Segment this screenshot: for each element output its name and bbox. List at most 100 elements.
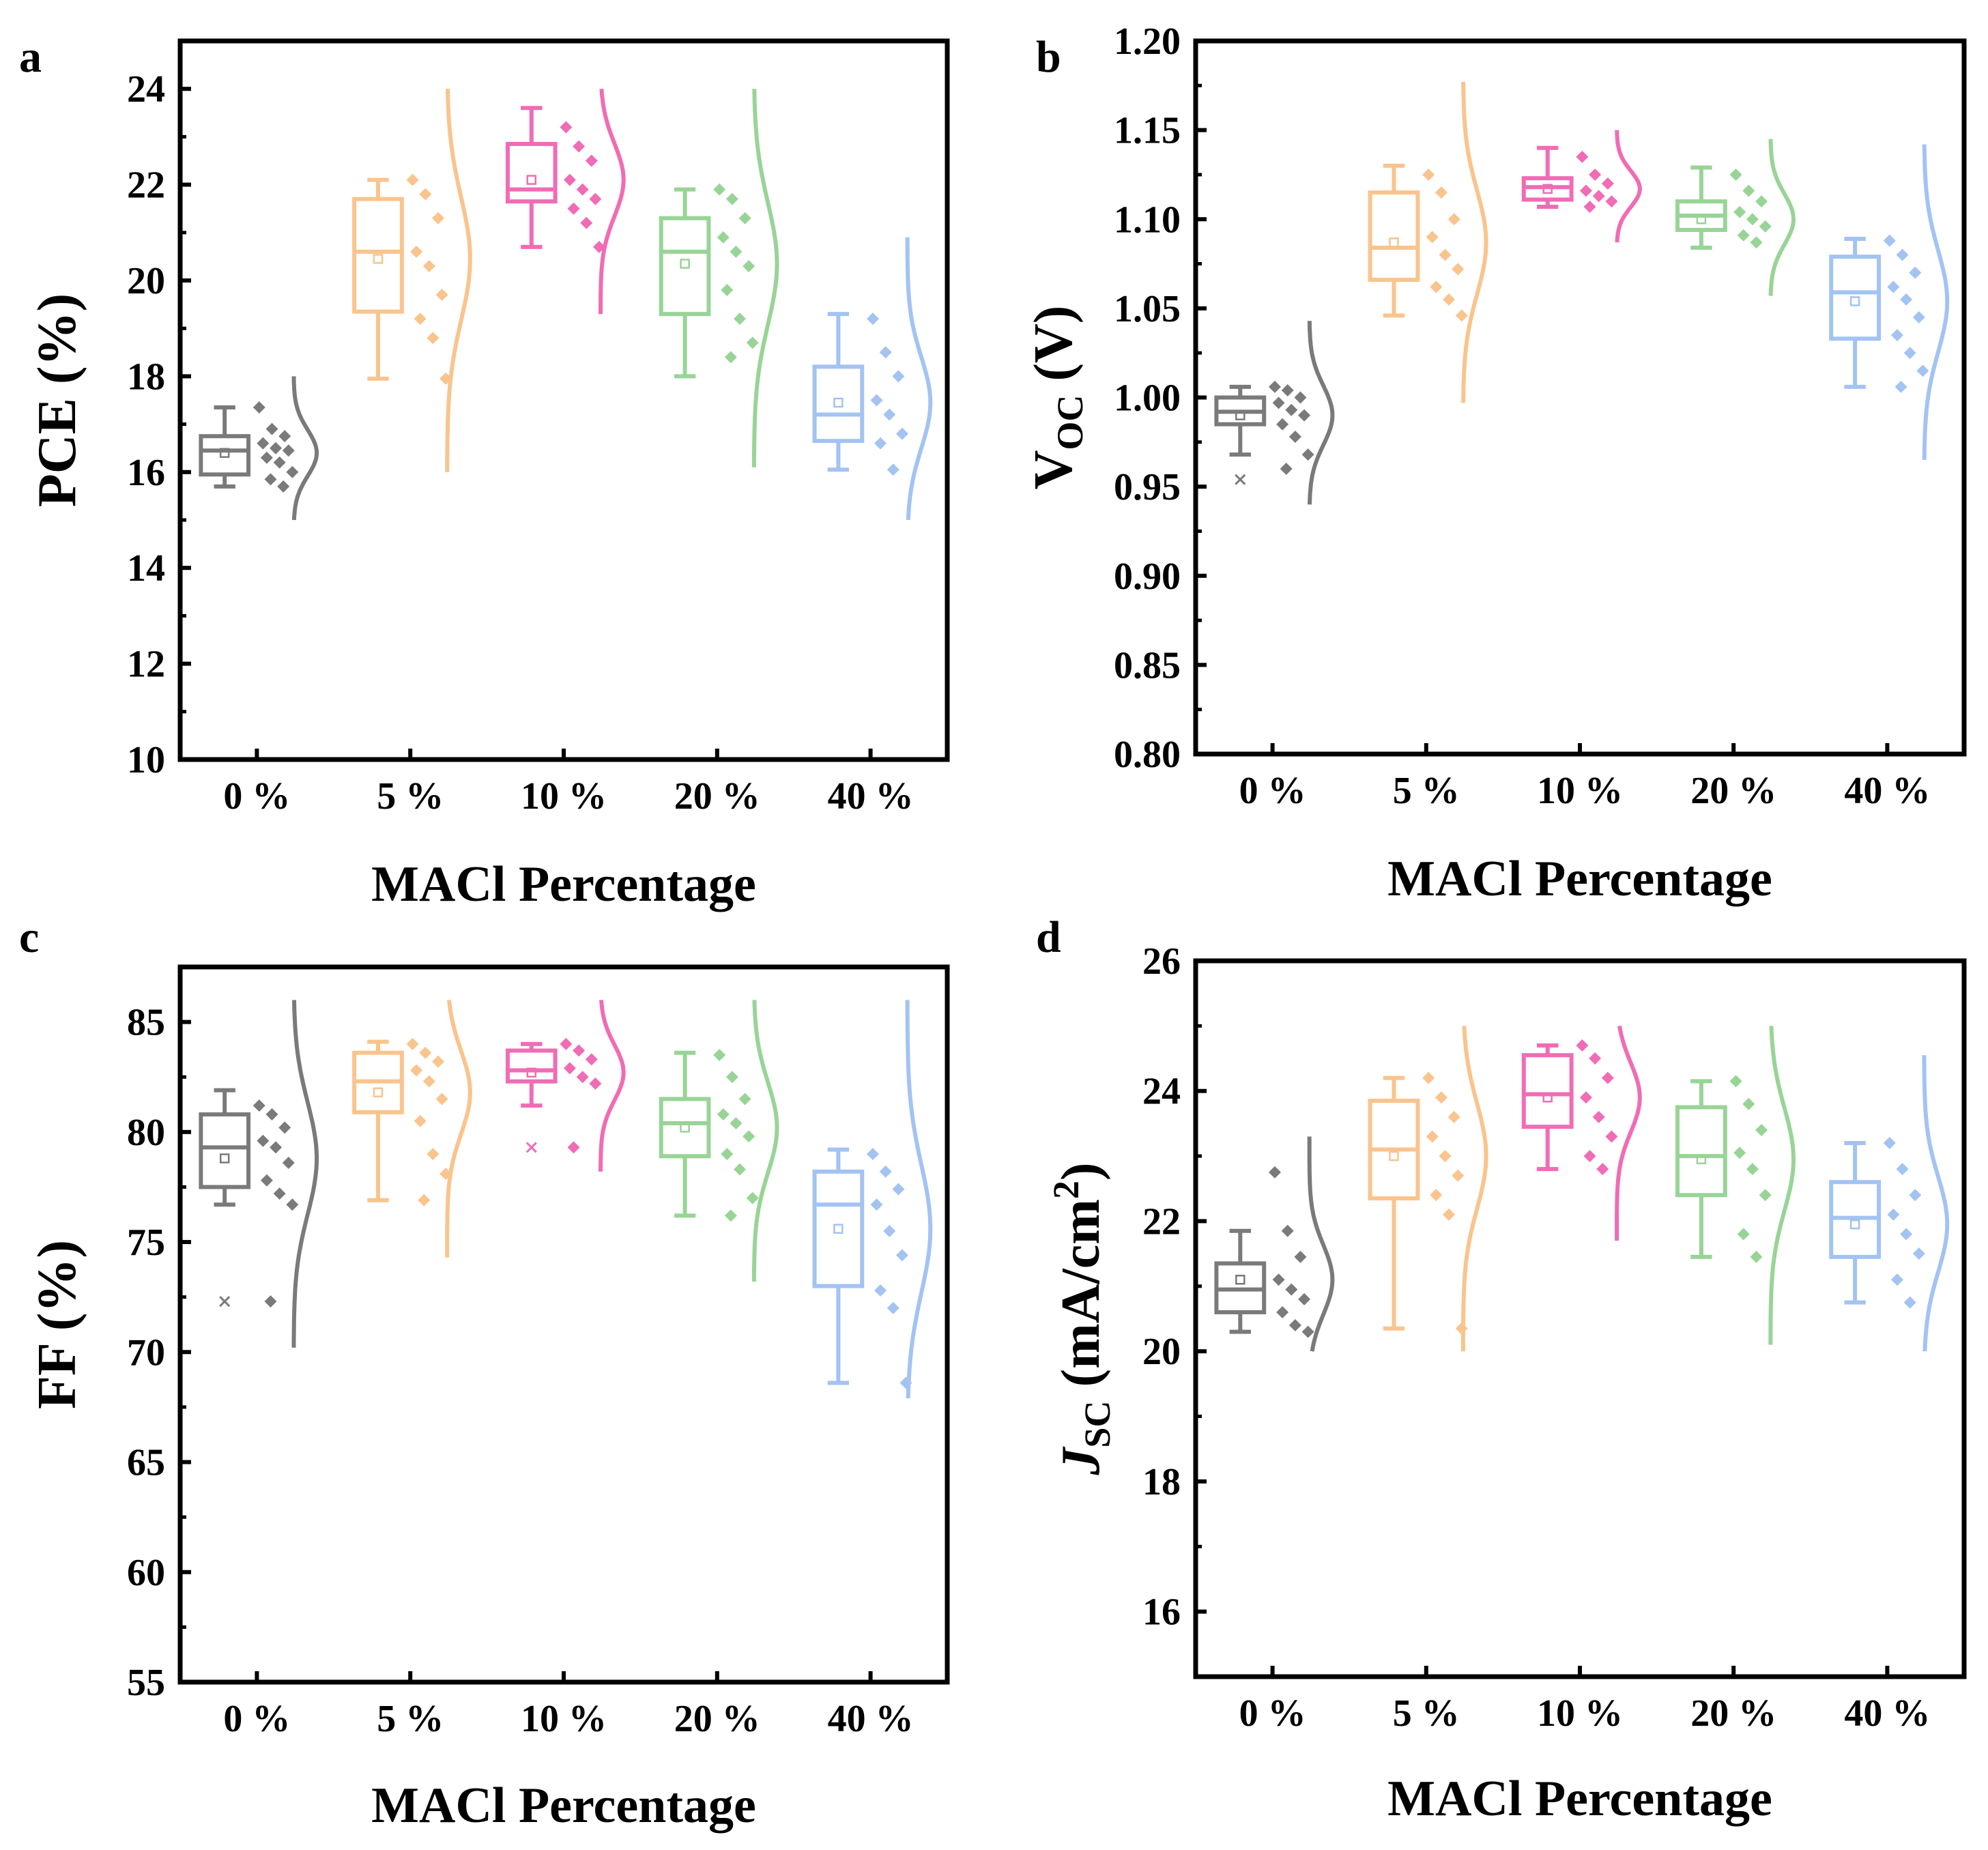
y-tick-label: 55 [127, 1662, 165, 1704]
y-tick-label: 26 [1142, 940, 1181, 983]
data-point [414, 1114, 427, 1127]
data-point [1452, 263, 1465, 276]
y-tick-label: 1.20 [1114, 20, 1181, 63]
data-point [1883, 234, 1896, 247]
y-tick-label: 85 [127, 1002, 165, 1044]
outlier-marker [525, 1142, 537, 1153]
data-point [260, 451, 273, 464]
data-point [1276, 418, 1289, 431]
x-tick-label: 5 % [1393, 770, 1460, 812]
x-tick-label: 20 % [674, 1698, 760, 1740]
data-point [1268, 380, 1281, 393]
panel-letter: b [1036, 32, 1061, 82]
data-point [282, 444, 295, 457]
data-point [1759, 220, 1772, 233]
box [1368, 190, 1420, 283]
data-point [1737, 229, 1750, 242]
y-tick-label: 0.90 [1114, 555, 1181, 598]
data-point [1896, 1163, 1909, 1176]
panel-letter: d [1036, 912, 1061, 962]
series-10pct [505, 88, 626, 315]
data-point [730, 1116, 743, 1129]
data-point [567, 202, 580, 215]
data-point [418, 1194, 431, 1206]
data-point [1294, 391, 1307, 404]
y-tick-label: 65 [127, 1442, 165, 1484]
x-axis-label: MACl Percentage [371, 1778, 756, 1834]
data-point [1900, 293, 1913, 306]
data-point [257, 1134, 270, 1147]
data-point [432, 1055, 445, 1068]
mean-marker [833, 1224, 844, 1234]
mean-marker [1542, 184, 1553, 194]
data-point [253, 401, 265, 414]
series-40pct [1829, 1055, 1950, 1352]
data-point [576, 183, 589, 196]
data-point [1900, 1228, 1913, 1241]
box [812, 364, 865, 444]
data-point [883, 1224, 896, 1237]
box [199, 434, 251, 477]
panel-b: b 0.80 0.85 0.90 0.95 1.00 1.05 1.10 1.15 1.20 0 %… [1024, 20, 1967, 907]
x-axis-label: MACl Percentage [1387, 851, 1772, 907]
series-10pct [1521, 1025, 1642, 1241]
data-point [870, 1198, 883, 1211]
data-point [563, 173, 576, 186]
data-point [1455, 309, 1468, 322]
data-point [585, 154, 598, 167]
data-point [866, 313, 879, 326]
y-tick-label: 10 [127, 739, 165, 781]
plot-frame [1193, 38, 1967, 757]
data-point [406, 1037, 419, 1050]
x-tick-label: 20 % [674, 775, 760, 818]
mean-marker [1696, 214, 1707, 225]
data-point [1280, 463, 1293, 475]
data-point [563, 1062, 576, 1075]
mean-marker [1849, 1219, 1860, 1230]
distribution-curve [599, 88, 626, 315]
data-point [253, 1099, 265, 1112]
distribution-curve [599, 1000, 626, 1172]
outlier-marker [1235, 474, 1246, 485]
data-point [1276, 1305, 1289, 1318]
data-point [1912, 310, 1925, 323]
distribution-curve [1768, 1026, 1796, 1345]
data-point [580, 216, 593, 229]
data-point [1447, 1110, 1460, 1123]
data-point [895, 427, 908, 440]
mean-marker [1235, 1275, 1245, 1285]
box [812, 1169, 865, 1288]
distribution-curve [445, 89, 472, 472]
x-tick-label: 10 % [1537, 1692, 1623, 1735]
distribution-curve [1615, 1025, 1642, 1241]
series-0pct [1214, 1136, 1335, 1352]
data-point [1439, 248, 1452, 261]
data-point [1887, 1208, 1900, 1221]
data-point [427, 1148, 440, 1161]
x-axis-label: MACl Percentage [1387, 1771, 1772, 1827]
panel-letter: a [19, 32, 42, 82]
data-point [435, 1093, 448, 1105]
mean-marker [1696, 1154, 1707, 1165]
x-tick-label: 0 % [223, 1698, 290, 1740]
data-point [1890, 329, 1903, 342]
data-point [560, 1037, 573, 1050]
data-point [892, 1183, 905, 1196]
y-tick-label: 1.05 [1114, 288, 1181, 330]
data-point [724, 1209, 737, 1222]
y-tick-label: 60 [127, 1552, 165, 1594]
series-20pct [1675, 139, 1796, 296]
x-tick-label: 10 % [1537, 770, 1623, 812]
data-point [277, 480, 290, 493]
y-tick-label: 0.80 [1114, 734, 1181, 776]
box [1675, 1105, 1727, 1198]
distribution-curve [1922, 144, 1950, 460]
y-tick-label: 16 [1142, 1591, 1181, 1634]
y-axis-label: PCE (%) [27, 293, 87, 507]
data-point [1887, 280, 1900, 293]
series-40pct [812, 237, 933, 521]
distribution-curve [1768, 139, 1796, 296]
mean-marker [1389, 1151, 1399, 1161]
data-point [1896, 248, 1909, 261]
y-tick-label: 80 [127, 1112, 165, 1154]
